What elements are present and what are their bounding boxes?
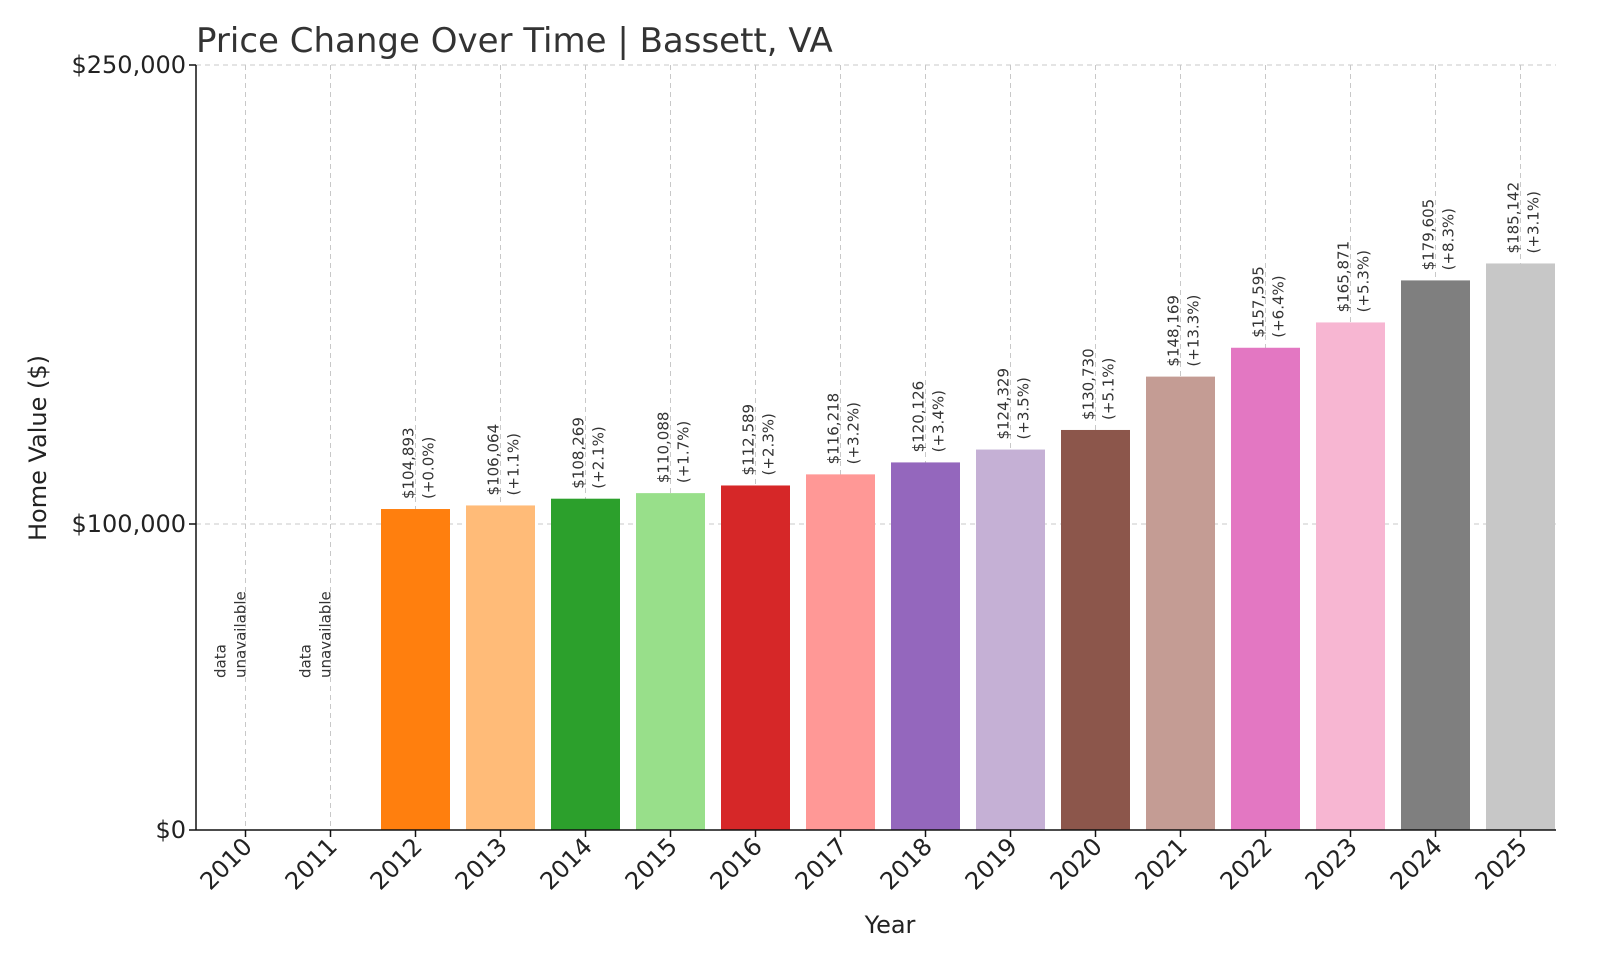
unavailable-label-2010-line1: data — [212, 644, 230, 678]
bar-2025 — [1486, 263, 1555, 831]
value-label-2023: $165,871 — [1335, 241, 1353, 313]
value-label-2022: $157,595 — [1250, 266, 1268, 338]
change-label-2017: (+3.2%) — [845, 402, 863, 464]
value-label-2020: $130,730 — [1080, 348, 1098, 420]
unavailable-label-2010-line2: unavailable — [232, 591, 250, 678]
bar-2014 — [551, 498, 620, 830]
bar-2024 — [1401, 280, 1470, 830]
value-label-2025: $185,142 — [1505, 182, 1523, 254]
tick-labels: $0 $100,000 $250,000 2010 2011 2012 2013 2014 20… — [71, 51, 1532, 895]
bar-2020 — [1061, 429, 1130, 830]
xtick-label-2016: 2016 — [705, 832, 768, 895]
bar-2021 — [1146, 376, 1215, 830]
change-label-2014: (+2.1%) — [590, 426, 608, 488]
bar-2022 — [1231, 347, 1300, 830]
change-label-2023: (+5.3%) — [1355, 250, 1373, 312]
value-label-2014: $108,269 — [570, 417, 588, 489]
xtick-label-2017: 2017 — [790, 832, 853, 895]
ytick-label-0: $0 — [155, 816, 186, 844]
value-label-2019: $124,329 — [995, 368, 1013, 440]
change-label-2016: (+2.3%) — [760, 413, 778, 475]
bar-2023 — [1316, 322, 1385, 830]
value-label-2017: $116,218 — [825, 393, 843, 465]
xtick-label-2020: 2020 — [1045, 832, 1108, 895]
value-label-2013: $106,064 — [485, 424, 503, 496]
unavailable-label-2011-line1: data — [297, 644, 315, 678]
y-axis-label: Home Value ($) — [24, 355, 52, 541]
change-label-2022: (+6.4%) — [1270, 275, 1288, 337]
xtick-label-2015: 2015 — [620, 832, 683, 895]
ytick-label-2: $250,000 — [71, 51, 186, 79]
xtick-label-2025: 2025 — [1470, 832, 1533, 895]
bar-2013 — [466, 505, 535, 830]
value-label-2012: $104,893 — [400, 427, 418, 499]
value-label-2024: $179,605 — [1420, 199, 1438, 271]
x-axis-label: Year — [864, 911, 916, 939]
value-label-2015: $110,088 — [655, 412, 673, 484]
bar-2018 — [891, 462, 960, 830]
change-label-2019: (+3.5%) — [1015, 377, 1033, 439]
xtick-label-2013: 2013 — [450, 832, 513, 895]
xtick-label-2022: 2022 — [1215, 832, 1278, 895]
xtick-label-2014: 2014 — [535, 832, 598, 895]
bar-2016 — [721, 485, 790, 830]
xtick-label-2011: 2011 — [280, 832, 343, 895]
change-label-2024: (+8.3%) — [1440, 208, 1458, 270]
xtick-label-2012: 2012 — [365, 832, 428, 895]
xtick-label-2010: 2010 — [195, 832, 258, 895]
bar-2015 — [636, 493, 705, 830]
change-label-2021: (+13.3%) — [1185, 295, 1203, 367]
bars — [381, 263, 1555, 831]
xtick-label-2024: 2024 — [1385, 832, 1448, 895]
bar-2019 — [976, 449, 1045, 830]
ytick-label-1: $100,000 — [71, 510, 186, 538]
xtick-label-2019: 2019 — [960, 832, 1023, 895]
change-label-2020: (+5.1%) — [1100, 358, 1118, 420]
chart-title: Price Change Over Time | Bassett, VA — [196, 21, 833, 61]
xtick-label-2018: 2018 — [875, 832, 938, 895]
value-label-2018: $120,126 — [910, 381, 928, 453]
change-label-2018: (+3.4%) — [930, 390, 948, 452]
change-label-2013: (+1.1%) — [505, 433, 523, 495]
value-label-2021: $148,169 — [1165, 295, 1183, 367]
bar-2012 — [381, 509, 450, 830]
unavailable-label-2011-line2: unavailable — [317, 591, 335, 678]
xtick-label-2021: 2021 — [1130, 832, 1193, 895]
change-label-2025: (+3.1%) — [1525, 191, 1543, 253]
bar-2017 — [806, 474, 875, 830]
change-label-2012: (+0.0%) — [420, 437, 438, 499]
value-labels: data unavailable data unavailable$104,893 (+… — [212, 182, 1543, 678]
xtick-label-2023: 2023 — [1300, 832, 1363, 895]
change-label-2015: (+1.7%) — [675, 421, 693, 483]
value-label-2016: $112,589 — [740, 404, 758, 476]
axes — [189, 64, 1556, 837]
